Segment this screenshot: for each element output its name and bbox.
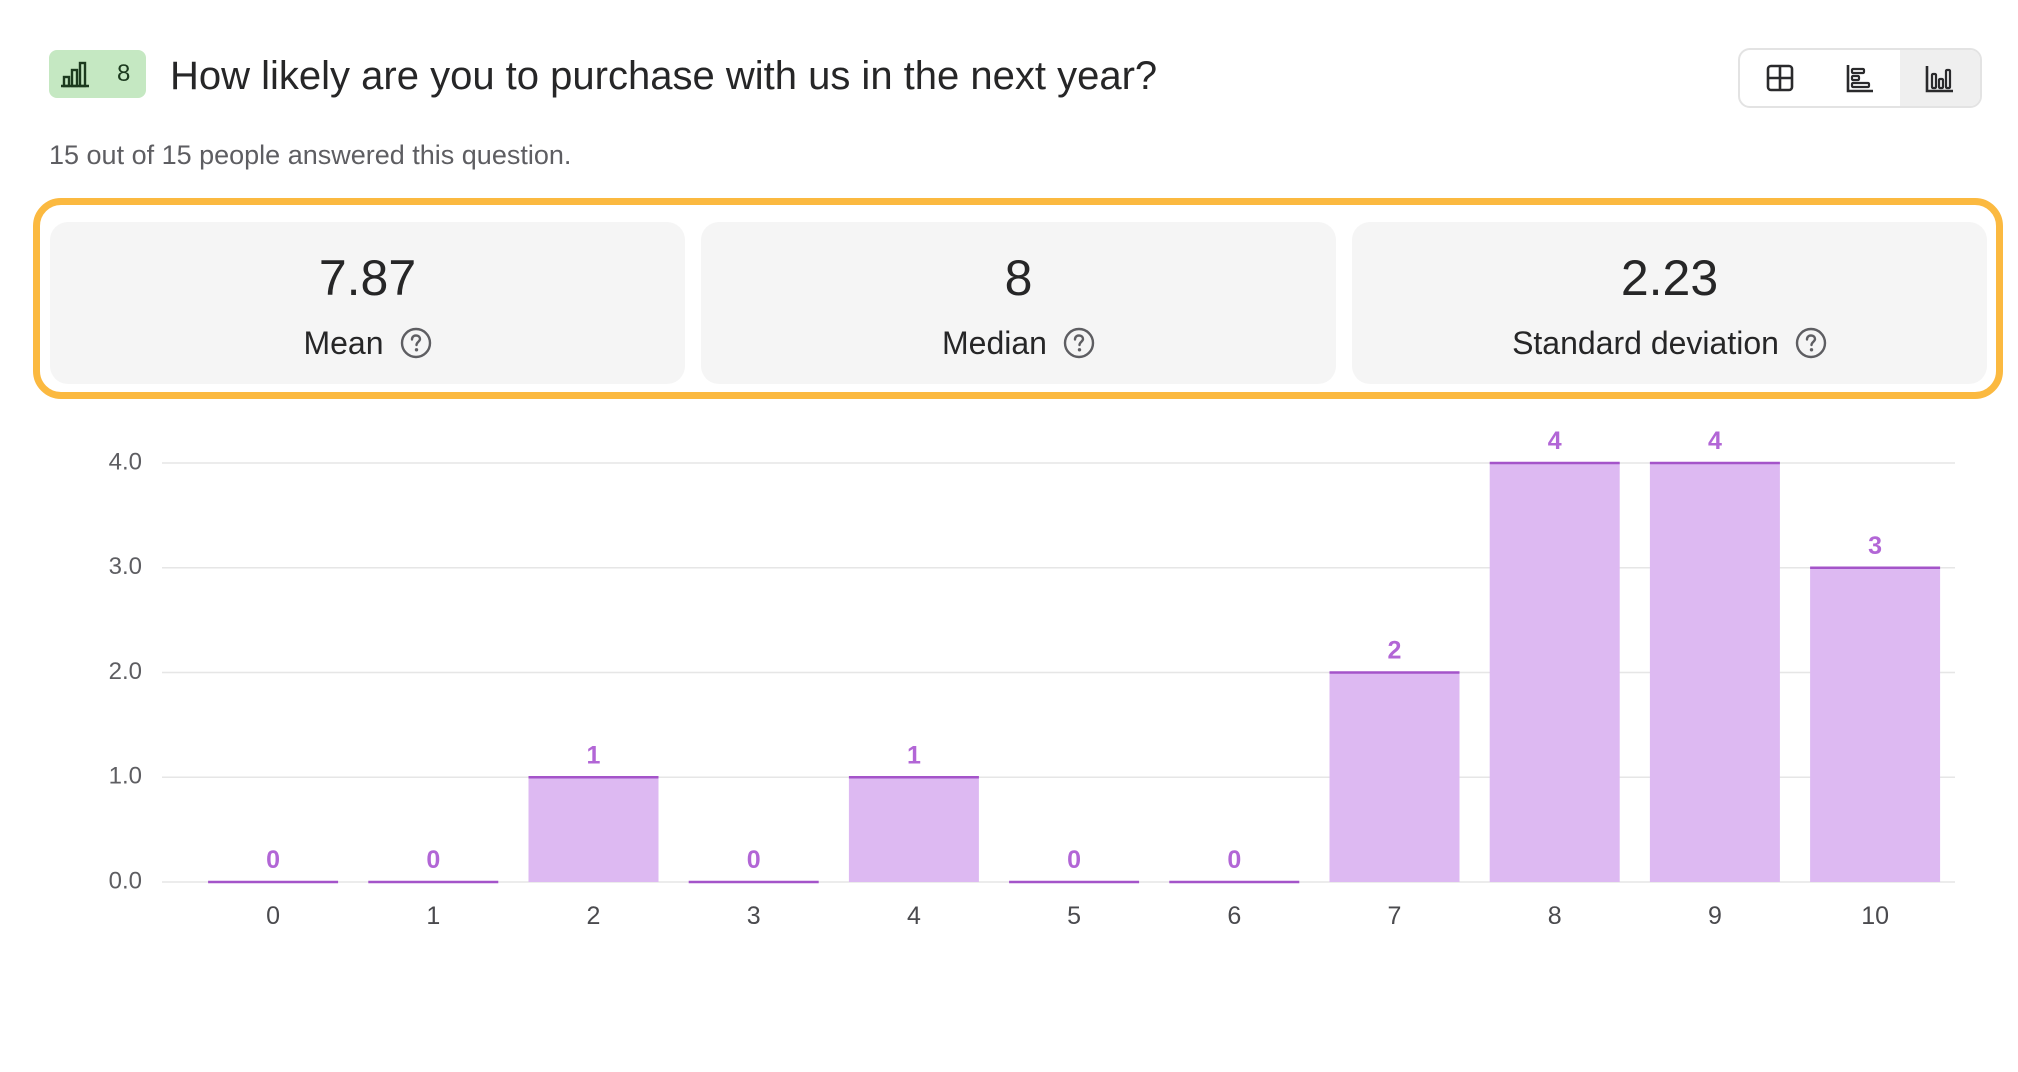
median-card: 8 Median [701,222,1336,384]
bar-chart-icon [61,61,89,88]
grid-icon [1766,64,1794,92]
x-tick-label: 2 [587,902,601,930]
response-bar-chart: 0.0 1.0 2.0 3.0 4.0 0 0 0 1 1 2 0 3 1 4 0 5 0 6 2 7 4 8 4 9 3 10 [109,427,1955,930]
bar [848,777,979,882]
y-tick-label: 4.0 [109,448,142,475]
bar-data-label: 1 [907,741,921,769]
x-tick-label: 0 [266,902,280,930]
y-tick-label: 0.0 [109,867,142,894]
response-count: 15 out of 15 people answered this questi… [49,140,572,170]
table-view-button[interactable] [1740,50,1820,106]
horizontal-bar-view-button[interactable] [1820,50,1900,106]
standard-deviation-value: 2.23 [1620,250,1719,306]
bar-data-label: 0 [747,846,761,874]
bar [1329,672,1460,882]
vertical-bar-view-button[interactable] [1900,50,1980,106]
question-title: How likely are you to purchase with us i… [170,54,1158,98]
bar-data-label: 4 [1708,427,1722,455]
bar-data-label: 0 [266,846,280,874]
mean-value: 7.87 [318,250,417,306]
bar [528,777,659,882]
bar-data-label: 0 [1067,846,1081,874]
x-tick-label: 4 [907,902,921,930]
bar [1649,463,1780,882]
question-type-badge: 8 [49,50,146,98]
x-tick-label: 5 [1067,902,1081,930]
x-tick-label: 7 [1388,902,1402,930]
y-tick-label: 3.0 [109,553,142,580]
y-tick-label: 2.0 [109,658,142,685]
help-icon[interactable] [1063,327,1095,359]
bar-data-label: 1 [587,741,601,769]
x-tick-label: 10 [1861,902,1889,930]
x-tick-label: 9 [1708,902,1722,930]
bar-data-label: 0 [426,846,440,874]
y-tick-label: 1.0 [109,763,142,790]
help-icon[interactable] [1795,327,1827,359]
x-tick-label: 1 [426,902,440,930]
median-label: Median [942,325,1047,361]
stats-highlight [33,198,2003,399]
vertical-bar-icon [1925,66,1953,93]
bar-data-label: 0 [1227,846,1241,874]
x-tick-label: 3 [747,902,761,930]
view-toggle [1738,48,1982,108]
bar [1489,463,1620,882]
standard-deviation-label: Standard deviation [1512,325,1779,361]
horizontal-bar-icon [1846,65,1873,93]
median-value: 8 [1004,250,1033,306]
standard-deviation-card: 2.23 Standard deviation [1352,222,1987,384]
question-number: 8 [117,60,131,87]
x-tick-label: 6 [1227,902,1241,930]
bar-data-label: 3 [1868,532,1882,560]
x-tick-label: 8 [1548,902,1562,930]
mean-label: Mean [303,325,384,361]
bar-data-label: 4 [1548,427,1562,455]
bar [1810,567,1941,882]
mean-card: 7.87 Mean [50,222,685,384]
help-icon[interactable] [400,327,432,359]
bar-data-label: 2 [1388,637,1402,665]
